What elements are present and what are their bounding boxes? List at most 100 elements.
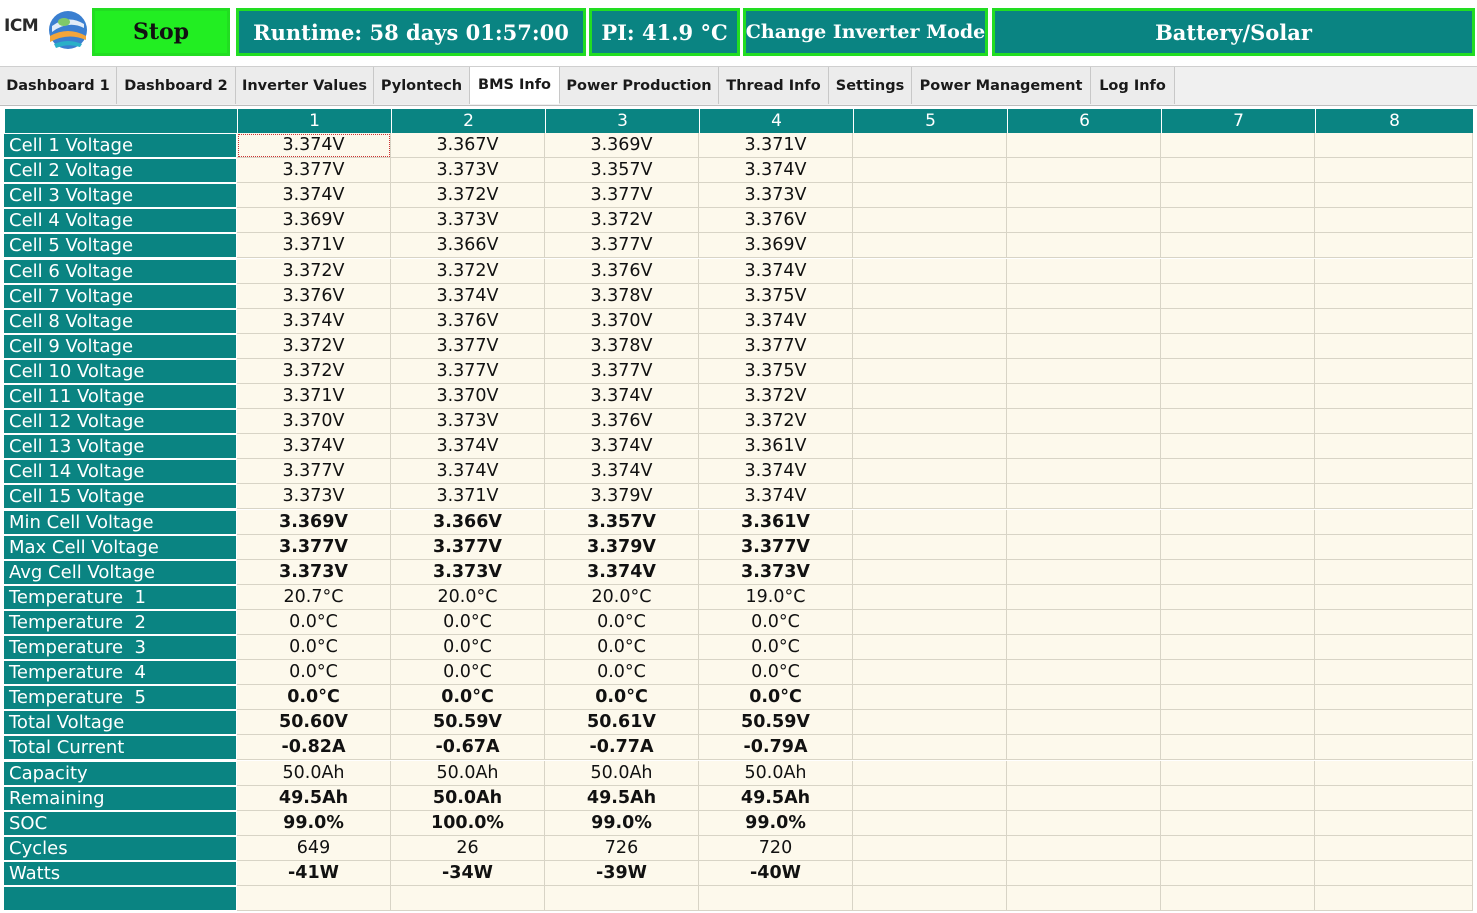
table-cell[interactable]: 3.369V <box>545 133 699 158</box>
tab-thread-info[interactable]: Thread Info <box>719 67 829 104</box>
table-cell[interactable]: 50.60V <box>237 710 391 736</box>
table-cell[interactable] <box>1161 384 1315 409</box>
table-cell[interactable]: 3.377V <box>545 183 699 209</box>
table-cell[interactable]: 3.374V <box>545 559 699 585</box>
table-cell[interactable] <box>1315 484 1473 510</box>
table-cell[interactable] <box>853 685 1007 711</box>
tab-log-info[interactable]: Log Info <box>1091 67 1175 104</box>
table-cell[interactable]: 3.373V <box>699 559 853 585</box>
table-cell[interactable]: 3.361V <box>699 509 853 535</box>
table-cell[interactable]: 3.372V <box>545 208 699 234</box>
table-cell[interactable]: 3.374V <box>237 183 391 209</box>
table-cell[interactable]: 3.376V <box>237 283 391 309</box>
table-cell[interactable]: 3.367V <box>391 133 545 158</box>
table-cell[interactable] <box>853 860 1007 886</box>
table-cell[interactable] <box>853 835 1007 861</box>
table-cell[interactable] <box>853 660 1007 686</box>
table-cell[interactable]: 3.357V <box>545 158 699 184</box>
table-cell[interactable] <box>853 384 1007 409</box>
table-cell[interactable] <box>1315 609 1473 635</box>
table-cell[interactable]: 3.377V <box>391 358 545 384</box>
table-cell[interactable]: 3.374V <box>545 434 699 460</box>
table-cell[interactable]: 20.0°C <box>545 584 699 610</box>
table-cell[interactable] <box>1007 208 1161 234</box>
tab-bms-info[interactable]: BMS Info <box>470 67 560 104</box>
table-cell[interactable] <box>853 559 1007 585</box>
table-cell[interactable]: 0.0°C <box>545 660 699 686</box>
table-cell[interactable]: 3.377V <box>391 534 545 560</box>
table-cell[interactable]: 3.377V <box>391 333 545 359</box>
table-cell[interactable] <box>1315 133 1473 158</box>
table-cell[interactable]: 50.59V <box>699 710 853 736</box>
table-cell[interactable] <box>1315 584 1473 610</box>
table-cell[interactable] <box>1007 233 1161 259</box>
table-cell[interactable] <box>1161 660 1315 686</box>
table-cell[interactable]: -0.77A <box>545 735 699 761</box>
table-cell[interactable] <box>1315 333 1473 359</box>
table-cell[interactable] <box>1161 459 1315 485</box>
table-cell[interactable]: 99.0% <box>237 810 391 836</box>
table-cell[interactable] <box>391 886 545 911</box>
table-cell[interactable]: 3.372V <box>237 333 391 359</box>
table-cell[interactable] <box>1007 559 1161 585</box>
table-cell[interactable]: -0.82A <box>237 735 391 761</box>
table-cell[interactable] <box>853 785 1007 811</box>
table-cell[interactable]: 19.0°C <box>699 584 853 610</box>
table-cell[interactable]: 20.7°C <box>237 584 391 610</box>
table-cell[interactable]: 3.373V <box>391 208 545 234</box>
table-cell[interactable]: 720 <box>699 835 853 861</box>
table-cell[interactable]: 3.377V <box>699 534 853 560</box>
table-cell[interactable] <box>1007 384 1161 409</box>
table-cell[interactable] <box>853 258 1007 284</box>
table-cell[interactable] <box>853 183 1007 209</box>
table-cell[interactable] <box>1161 208 1315 234</box>
table-cell[interactable] <box>237 886 391 911</box>
table-cell[interactable] <box>853 484 1007 510</box>
table-cell[interactable] <box>1161 308 1315 334</box>
table-cell[interactable]: 3.374V <box>699 308 853 334</box>
table-cell[interactable] <box>1161 409 1315 435</box>
table-cell[interactable]: 3.379V <box>545 484 699 510</box>
table-cell[interactable] <box>853 609 1007 635</box>
table-cell[interactable] <box>1161 183 1315 209</box>
table-cell[interactable] <box>1315 358 1473 384</box>
table-cell[interactable] <box>853 434 1007 460</box>
table-cell[interactable] <box>1161 358 1315 384</box>
table-cell[interactable]: 3.369V <box>237 509 391 535</box>
table-cell[interactable] <box>1315 459 1473 485</box>
table-cell[interactable]: 3.372V <box>699 409 853 435</box>
table-cell[interactable]: 50.0Ah <box>391 785 545 811</box>
table-cell[interactable] <box>1161 534 1315 560</box>
table-cell[interactable]: 3.372V <box>237 258 391 284</box>
table-cell[interactable] <box>1007 133 1161 158</box>
table-cell[interactable]: -0.79A <box>699 735 853 761</box>
table-cell[interactable] <box>1161 509 1315 535</box>
table-cell[interactable]: 3.374V <box>391 283 545 309</box>
table-cell[interactable] <box>853 710 1007 736</box>
tab-pylontech[interactable]: Pylontech <box>374 67 470 104</box>
table-cell[interactable]: 3.374V <box>699 258 853 284</box>
table-cell[interactable]: 3.370V <box>237 409 391 435</box>
table-cell[interactable]: 3.376V <box>699 208 853 234</box>
table-cell[interactable]: 3.374V <box>699 459 853 485</box>
table-cell[interactable] <box>1161 860 1315 886</box>
table-cell[interactable]: 99.0% <box>699 810 853 836</box>
tab-settings[interactable]: Settings <box>829 67 912 104</box>
table-cell[interactable]: 3.374V <box>237 434 391 460</box>
table-cell[interactable] <box>1315 735 1473 761</box>
table-cell[interactable] <box>1161 760 1315 786</box>
table-cell[interactable] <box>1161 258 1315 284</box>
table-cell[interactable]: 3.372V <box>391 183 545 209</box>
table-cell[interactable] <box>1007 258 1161 284</box>
table-cell[interactable] <box>1007 810 1161 836</box>
table-cell[interactable] <box>1007 635 1161 660</box>
table-cell[interactable]: 3.376V <box>545 258 699 284</box>
table-cell[interactable] <box>853 158 1007 184</box>
table-cell[interactable]: 3.373V <box>237 559 391 585</box>
table-cell[interactable]: 3.374V <box>545 459 699 485</box>
table-cell[interactable] <box>1007 760 1161 786</box>
table-cell[interactable] <box>1007 735 1161 761</box>
table-cell[interactable]: 3.370V <box>391 384 545 409</box>
table-cell[interactable] <box>853 584 1007 610</box>
table-cell[interactable]: 3.373V <box>391 158 545 184</box>
